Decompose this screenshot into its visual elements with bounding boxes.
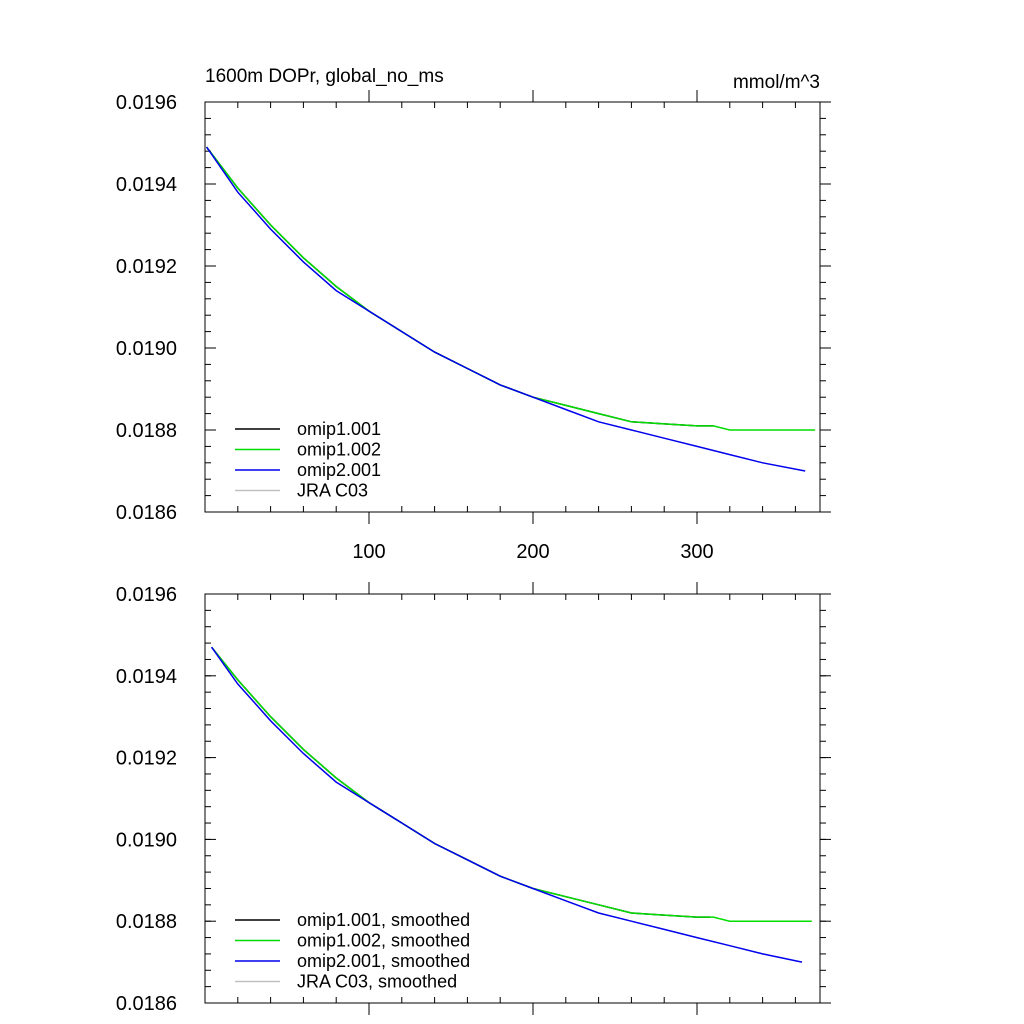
series-line-omip1-001 — [206, 146, 714, 427]
y-tick-label: 0.0194 — [116, 174, 177, 196]
y-tick-label: 0.0196 — [116, 92, 177, 114]
legend-label: JRA C03, smoothed — [297, 972, 457, 992]
legend-label: omip1.002 — [297, 440, 381, 460]
legend-label: omip1.002, smoothed — [297, 931, 470, 951]
chart-panel-1: 0.0186 0.0188 0.0190 0.0192 0.0194 0.0196 100 2… — [116, 66, 831, 563]
plot-frame — [204, 593, 821, 1004]
y-tick-label: 0.0190 — [116, 338, 177, 360]
series-line-omip1-001-smoothed — [211, 646, 711, 918]
y-tick-label: 0.0186 — [116, 993, 177, 1015]
legend-label: JRA C03 — [297, 481, 368, 501]
y-tick-label: 0.0186 — [116, 502, 177, 524]
series-line-omip1-002 — [206, 146, 816, 431]
x-tick-label: 100 — [352, 541, 385, 563]
chart-panel-2: 0.0186 0.0188 0.0190 0.0192 0.0194 0.0196 omip… — [116, 582, 831, 1015]
x-tick-label: 200 — [516, 541, 549, 563]
series-line-omip2-001-smoothed — [210, 646, 803, 963]
legend-label: omip1.001 — [297, 419, 381, 439]
y-tick-label: 0.0190 — [116, 829, 177, 851]
x-tick-label: 300 — [680, 541, 713, 563]
legend-label: omip1.001, smoothed — [297, 910, 470, 930]
plot-frame — [204, 101, 821, 513]
y-tick-label: 0.0194 — [116, 666, 177, 688]
units-label: mmol/m^3 — [733, 72, 820, 93]
legend-label: omip2.001, smoothed — [297, 951, 470, 971]
y-tick-label: 0.0188 — [116, 911, 177, 933]
y-tick-label: 0.0196 — [116, 584, 177, 606]
y-tick-label: 0.0192 — [116, 748, 177, 770]
y-tick-label: 0.0188 — [116, 420, 177, 442]
chart-title: 1600m DOPr, global_no_ms — [205, 66, 444, 87]
legend-label: omip2.001 — [297, 460, 381, 480]
series-line-omip2-001 — [205, 146, 806, 472]
series-line-omip1-002-smoothed — [211, 646, 812, 922]
y-tick-label: 0.0192 — [116, 256, 177, 278]
